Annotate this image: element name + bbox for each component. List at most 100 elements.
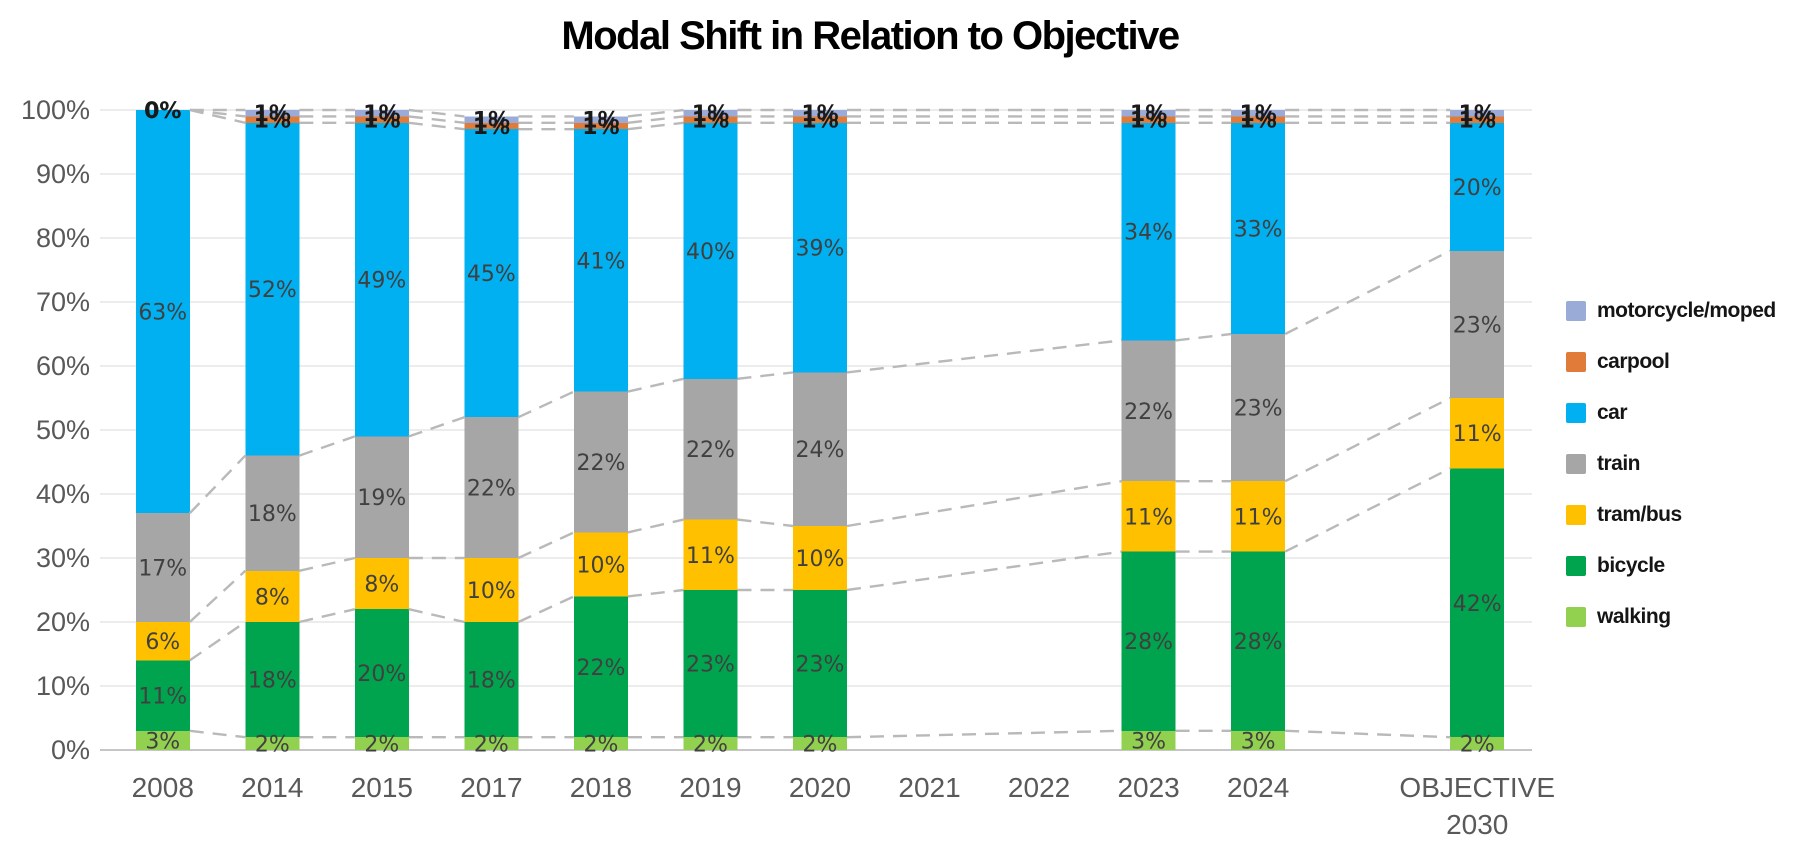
bar-segment-2023-tram-bus xyxy=(1121,481,1176,552)
bar-segment-2008-tram-bus xyxy=(135,622,190,661)
bar-segment-2015-motorcycle-moped xyxy=(354,110,409,117)
bar-label-2023-car: 34% xyxy=(1124,221,1173,246)
y-tick-label-90: 90% xyxy=(36,159,90,189)
bar-label-2020-bicycle: 23% xyxy=(796,653,845,678)
bar-label-2020-train: 24% xyxy=(796,438,845,463)
bar-label-2017-train: 22% xyxy=(467,477,516,502)
x-tick-label-2008: 2008 xyxy=(132,772,194,803)
bar-label-2023-train: 22% xyxy=(1124,400,1173,425)
bar-label-2008-train: 17% xyxy=(138,557,187,582)
bar-segment-2020-carpool xyxy=(793,116,847,123)
bar-segment-objective-2030-walking xyxy=(1450,737,1505,750)
connector-line xyxy=(517,390,575,419)
connector-line xyxy=(627,377,684,393)
bar-segment-2019-carpool xyxy=(683,116,738,123)
bar-label-2015-bicycle: 20% xyxy=(357,662,406,687)
legend-swatch-motorcycle-moped xyxy=(1566,301,1586,321)
bar-segment-2018-motorcycle-moped xyxy=(573,116,628,123)
bar-label-2015-car: 49% xyxy=(357,269,406,294)
bar-segment-2015-walking xyxy=(354,737,409,750)
bar-segment-2023-carpool xyxy=(1121,116,1176,123)
bar-label-objective-2030-walking: 2% xyxy=(1460,733,1495,758)
bar-label-2018-motorcycle-moped: 1% xyxy=(582,109,619,134)
connector-line xyxy=(627,518,684,534)
bar-label-2017-bicycle: 18% xyxy=(467,669,516,694)
bar-segment-objective-2030-tram-bus xyxy=(1450,398,1505,469)
bar-label-2020-carpool: 1% xyxy=(801,109,838,134)
bar-label-2019-walking: 2% xyxy=(693,733,728,758)
x-tick-label-2018: 2018 xyxy=(570,772,632,803)
bar-label-2018-walking: 2% xyxy=(583,733,618,758)
connector-line xyxy=(846,480,1122,528)
bar-segment-2018-car xyxy=(573,129,628,392)
bar-segment-2015-train xyxy=(354,436,409,558)
connector-line xyxy=(846,729,1122,739)
y-tick-label-30: 30% xyxy=(36,543,90,573)
legend-swatch-walking xyxy=(1566,607,1586,627)
bar-label-2008-bicycle: 11% xyxy=(138,685,187,710)
bar-segment-2014-car xyxy=(245,122,300,456)
bar-label-2024-car: 33% xyxy=(1234,217,1283,242)
bar-label-2008-carpool: 0% xyxy=(144,99,181,124)
bar-segment-2024-tram-bus xyxy=(1231,481,1286,552)
bar-segment-2015-carpool xyxy=(354,116,409,123)
connector-line xyxy=(1284,396,1451,483)
x-tick-label-2014: 2014 xyxy=(241,772,303,803)
bar-segment-2014-tram-bus xyxy=(245,570,300,622)
legend-item-car: car xyxy=(1566,401,1776,424)
bar-label-2014-tram-bus: 8% xyxy=(255,585,290,610)
y-tick-label-50: 50% xyxy=(36,415,90,445)
bar-label-2024-carpool: 1% xyxy=(1239,109,1276,134)
bar-labels: 3%11%6%17%63%0%0%2%18%8%18%52%1%1%2%20%8… xyxy=(138,99,1501,758)
connector-line xyxy=(408,608,465,624)
bar-segment-2014-carpool xyxy=(245,116,300,123)
bar-segment-2017-train xyxy=(464,417,519,558)
bars xyxy=(135,110,1505,750)
chart-legend: motorcycle/moped carpool car train tram/bus b… xyxy=(1566,299,1776,628)
connector-line xyxy=(189,621,246,662)
bar-label-2024-walking: 3% xyxy=(1241,729,1276,754)
bar-segment-2015-bicycle xyxy=(354,609,409,738)
legend-label-train: train xyxy=(1597,452,1641,475)
bar-segment-2019-motorcycle-moped xyxy=(683,110,738,117)
legend-swatch-car xyxy=(1566,403,1586,423)
bar-segment-2018-carpool xyxy=(573,122,628,130)
connector-line xyxy=(408,121,465,131)
bar-segment-2024-walking xyxy=(1231,730,1286,750)
bar-segment-2024-carpool xyxy=(1231,116,1286,123)
bar-label-2023-carpool: 1% xyxy=(1130,109,1167,134)
bar-label-2018-bicycle: 22% xyxy=(576,656,625,681)
connector-line xyxy=(627,121,684,131)
bar-label-2024-bicycle: 28% xyxy=(1234,630,1283,655)
bar-segment-2024-motorcycle-moped xyxy=(1231,110,1286,117)
connector-line xyxy=(1175,332,1232,342)
connector-line xyxy=(627,108,684,118)
bar-segment-objective-2030-car xyxy=(1450,122,1505,251)
bar-segment-2014-walking xyxy=(245,737,300,750)
bar-segment-2024-car xyxy=(1231,122,1286,334)
bar-segment-2024-bicycle xyxy=(1231,551,1286,731)
bar-segment-2020-tram-bus xyxy=(793,526,847,590)
bar-label-2008-tram-bus: 6% xyxy=(145,630,180,655)
bar-label-2019-bicycle: 23% xyxy=(686,653,735,678)
bar-segment-2017-carpool xyxy=(464,122,519,130)
bar-segment-2023-motorcycle-moped xyxy=(1121,110,1176,117)
x-tick-label-objective-2030-line2: 2030 xyxy=(1446,809,1508,840)
x-tick-label-2023: 2023 xyxy=(1117,772,1179,803)
connector-line xyxy=(737,371,794,380)
x-tick-label-2021: 2021 xyxy=(898,772,960,803)
y-axis-labels: 0% 10% 20% 30% 40% 50% 60% 70% 80% 90% 100% xyxy=(21,95,90,765)
bar-label-2023-bicycle: 28% xyxy=(1124,630,1173,655)
bar-segment-2024-train xyxy=(1231,334,1286,482)
bar-segment-2023-walking xyxy=(1121,730,1176,750)
bar-label-objective-2030-motorcycle-moped: 1% xyxy=(1459,102,1496,127)
bar-segment-2023-car xyxy=(1121,122,1176,341)
x-tick-label-2022: 2022 xyxy=(1008,772,1070,803)
legend-swatch-tram-bus xyxy=(1566,505,1586,525)
bar-segment-2020-car xyxy=(793,122,847,373)
x-tick-label-2024: 2024 xyxy=(1227,772,1289,803)
y-tick-label-20: 20% xyxy=(36,607,90,637)
bar-label-2018-carpool: 1% xyxy=(582,115,619,140)
bar-segment-2020-walking xyxy=(793,737,847,750)
x-tick-label-2019: 2019 xyxy=(679,772,741,803)
